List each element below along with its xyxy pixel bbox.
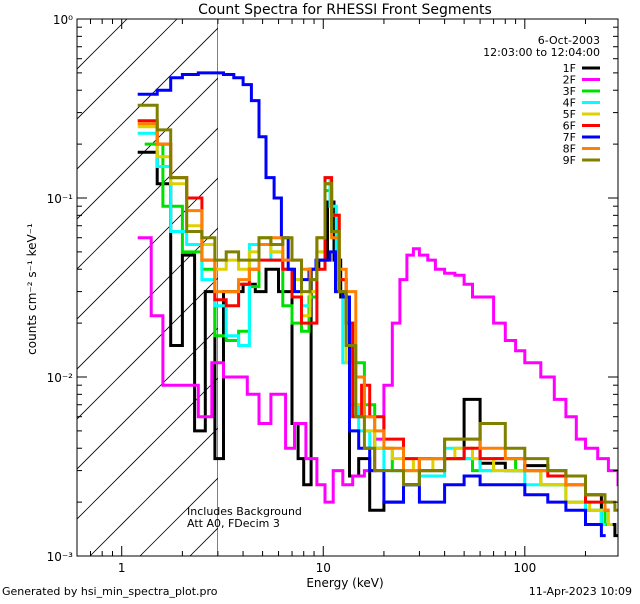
annotation-attenuator: Att A0, FDecim 3 [187,517,280,530]
y-tick-label: 10⁻¹ [47,192,74,206]
hatch-line [77,27,218,170]
time-range-label: 12:03:00 to 12:04:00 [483,46,600,59]
legend-label-5F: 5F [563,108,576,121]
annotation-background: Includes Background [187,505,302,518]
legend-label-2F: 2F [563,74,576,87]
legend-label-6F: 6F [563,120,576,133]
legend-label-7F: 7F [563,131,576,144]
series-2F-line [137,236,618,504]
series-4F-line [137,131,606,526]
hatch-line [77,377,218,520]
y-axis-label: counts cm⁻² s⁻¹ keV⁻¹ [25,223,39,355]
hatch-line [77,277,218,420]
hatch-line [77,227,218,370]
series-9F-line [137,103,618,512]
footer-generated-by: Generated by hsi_min_spectra_plot.pro [2,585,218,598]
y-tick-label: 10⁻² [47,371,74,385]
hatch-line [77,19,178,120]
legend-label-1F: 1F [563,62,576,75]
series-7F-line [137,71,606,538]
y-tick-label: 10⁻³ [47,550,74,564]
y-tick-label: 10⁰ [53,13,73,27]
legend-label-8F: 8F [563,143,576,156]
chart-title: Count Spectra for RHESSI Front Segments [198,2,492,18]
x-tick-label: 10 [316,561,331,575]
legend-label-4F: 4F [563,97,576,110]
hatch-line [77,177,218,320]
series-3F-line [144,142,610,526]
series-1F-line [137,150,618,538]
hatch-line [89,427,218,556]
hatch-line [77,327,218,470]
x-tick-label: 100 [513,561,536,575]
plot-frame [76,18,619,557]
legend-label-9F: 9F [563,154,576,167]
date-label: 6-Oct-2003 [538,34,600,47]
series-8F-line [137,122,610,512]
footer-timestamp: 11-Apr-2023 10:09 [528,585,632,598]
x-axis-label: Energy (keV) [306,576,383,590]
legend-label-3F: 3F [563,85,576,98]
x-tick-label: 1 [118,561,126,575]
hatch-line [77,77,218,220]
